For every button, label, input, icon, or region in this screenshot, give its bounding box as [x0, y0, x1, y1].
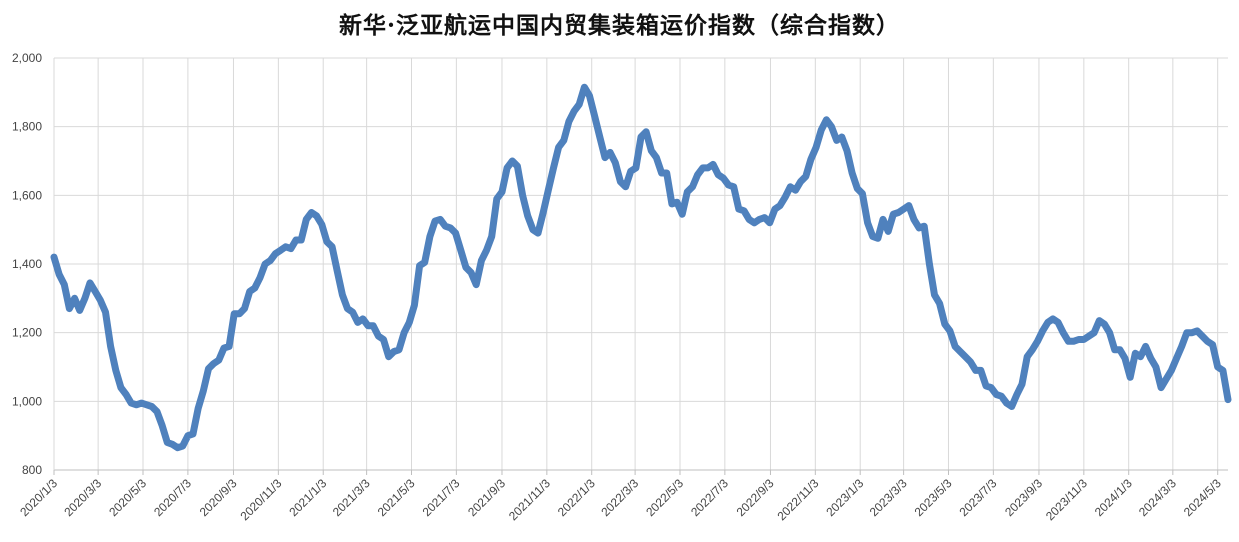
x-tick-label: 2022/9/3 — [734, 476, 777, 519]
x-tick-label: 2020/5/3 — [106, 476, 149, 519]
x-tick-label: 2022/11/3 — [774, 476, 821, 523]
gridlines — [54, 57, 1228, 470]
x-tick-label: 2020/7/3 — [151, 476, 194, 519]
x-tick-label: 2021/9/3 — [465, 476, 508, 519]
x-tick-label: 2022/1/3 — [555, 476, 598, 519]
x-tick-label: 2022/5/3 — [643, 476, 686, 519]
x-tick-label: 2022/7/3 — [688, 476, 731, 519]
x-axis-tick-labels: 2020/1/3 2020/3/3 2020/5/3 2020/7/3 2020/9/3… — [17, 476, 1224, 523]
y-axis-tick-labels: 800 1,000 1,200 1,400 1,600 1,800 2,000 — [12, 51, 42, 477]
y-tick-label: 2,000 — [12, 51, 42, 65]
series — [50, 83, 1232, 452]
x-tick-label: 2021/1/3 — [286, 476, 329, 519]
x-tick-label: 2023/1/3 — [823, 476, 866, 519]
y-tick-label: 800 — [22, 463, 42, 477]
x-tick-label: 2023/9/3 — [1002, 476, 1045, 519]
x-tick-label: 2020/3/3 — [61, 476, 104, 519]
series-line — [50, 83, 1232, 452]
y-tick-label: 1,200 — [12, 326, 42, 340]
y-tick-label: 1,600 — [12, 188, 42, 202]
x-tick-label: 2020/1/3 — [17, 476, 60, 519]
chart-title: 新华·泛亚航运中国内贸集装箱运价指数（综合指数） — [338, 12, 900, 39]
x-tick-label: 2023/5/3 — [912, 476, 955, 519]
y-tick-label: 1,400 — [12, 257, 42, 271]
x-tick-label: 2022/3/3 — [598, 476, 641, 519]
x-tick-label: 2020/9/3 — [197, 476, 240, 519]
axes — [53, 58, 1228, 475]
x-tick-label: 2021/11/3 — [506, 476, 553, 523]
x-tick-label: 2023/11/3 — [1043, 476, 1090, 523]
y-tick-label: 1,000 — [12, 394, 42, 408]
x-tick-label: 2024/3/3 — [1136, 476, 1179, 519]
x-tick-label: 2024/5/3 — [1181, 476, 1224, 519]
x-tick-label: 2023/7/3 — [957, 476, 1000, 519]
x-tick-label: 2023/3/3 — [867, 476, 910, 519]
x-tick-label: 2021/3/3 — [330, 476, 373, 519]
x-tick-label: 2024/1/3 — [1092, 476, 1135, 519]
y-tick-label: 1,800 — [12, 120, 42, 134]
x-tick-label: 2021/5/3 — [375, 476, 418, 519]
x-tick-label: 2021/7/3 — [420, 476, 463, 519]
x-tick-label: 2020/11/3 — [237, 476, 284, 523]
